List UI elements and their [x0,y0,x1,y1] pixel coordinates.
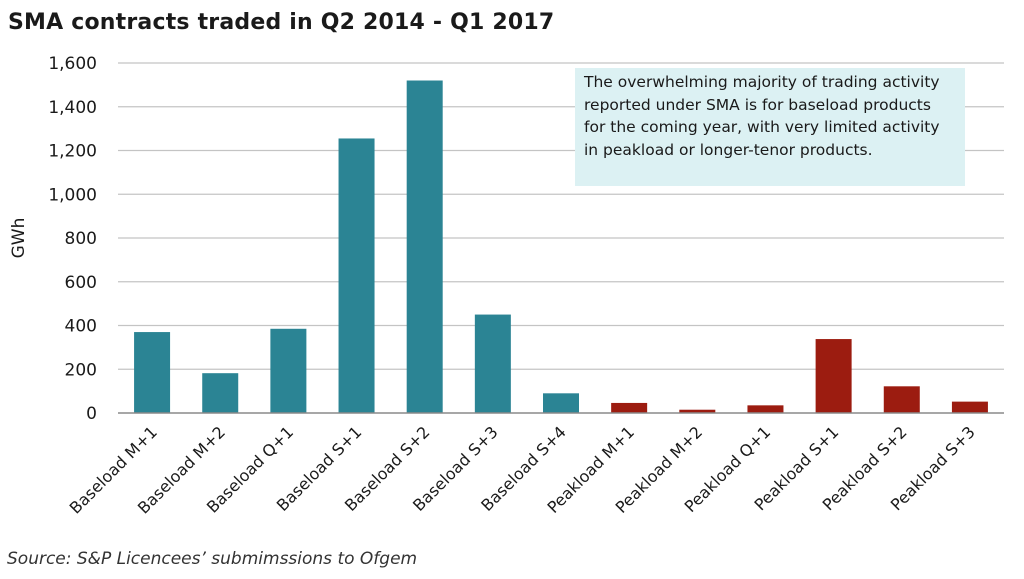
y-tick-label: 800 [65,229,97,249]
bar-baseload-s-4 [543,393,579,413]
chart-title: SMA contracts traded in Q2 2014 - Q1 201… [8,10,555,35]
bar-peakload-m-2 [679,409,716,413]
bar-peakload-s-1 [815,339,852,413]
bar-baseload-s-3 [474,314,511,413]
bar-peakload-m-1 [611,402,648,413]
bar-peakload-s-3 [951,401,988,413]
y-tick-label: 1,400 [48,98,97,118]
y-axis-ticks: 0 200 400 600 800 1,000 1,200 1,400 1,600 [48,54,97,424]
y-tick-label: 1,000 [48,185,97,205]
source-note: Source: S&P Licencees’ submimssions to O… [7,549,418,569]
bar-baseload-m-2 [202,373,239,413]
y-tick-label: 1,200 [48,142,97,162]
bar-baseload-m-1 [134,332,171,413]
bar-baseload-s-2 [406,80,443,413]
y-tick-label: 200 [65,360,97,380]
bar-baseload-q-1 [270,328,307,413]
bars [134,80,988,413]
y-tick-label: 1,600 [48,54,97,74]
annotation-box: The overwhelming majority of trading act… [575,68,965,186]
y-tick-label: 0 [86,404,97,424]
bar-baseload-s-1 [338,138,375,413]
bar-peakload-q-1 [747,405,784,413]
y-tick-label: 600 [65,273,97,293]
bar-peakload-s-2 [883,386,920,413]
y-axis-label: GWh [9,218,29,259]
y-tick-label: 400 [65,317,97,337]
